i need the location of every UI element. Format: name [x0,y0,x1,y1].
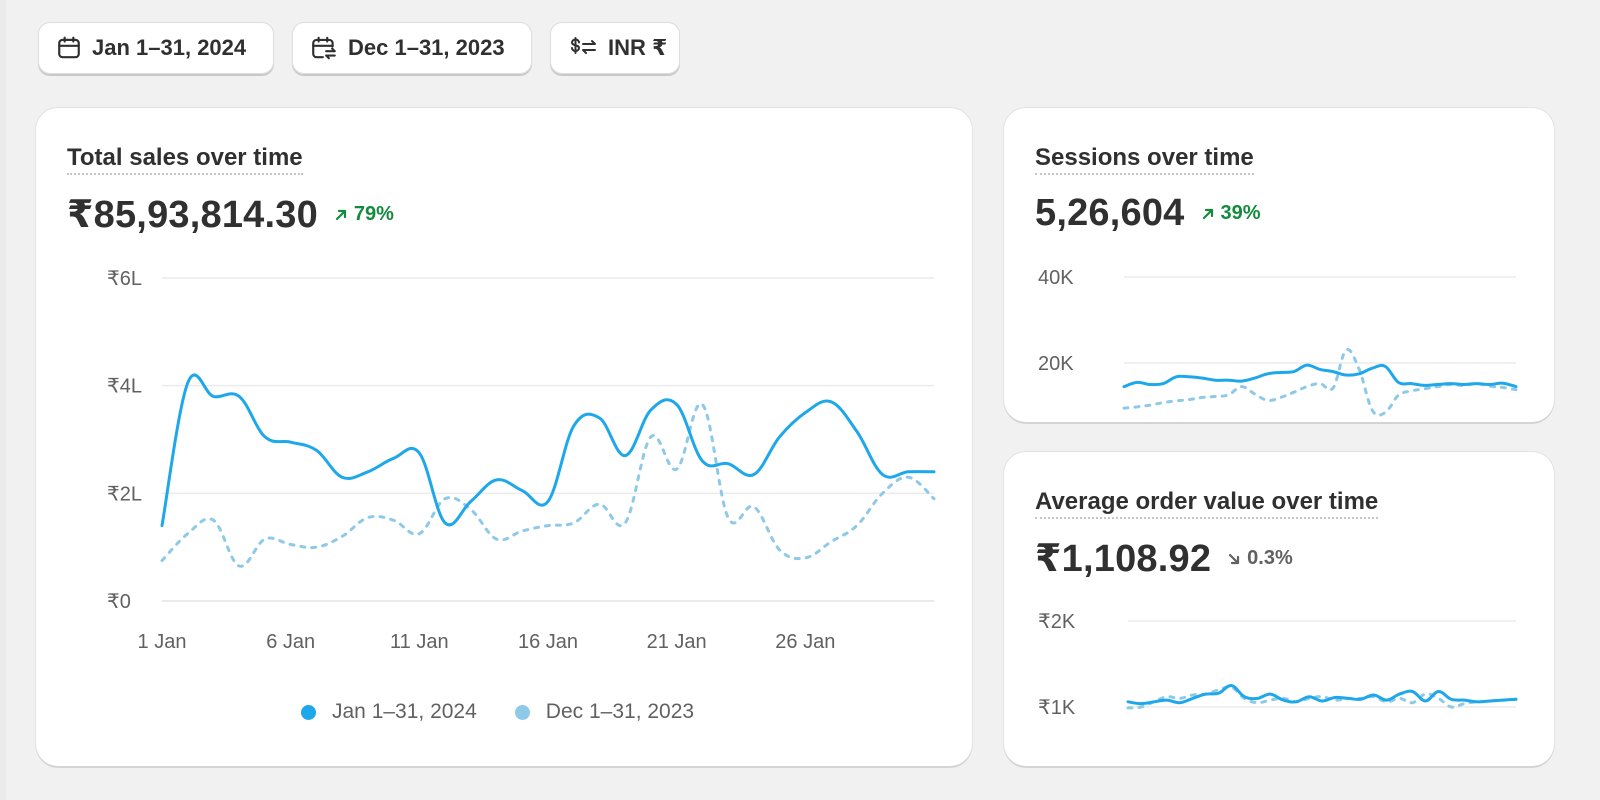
x-tick-label: 21 Jan [647,631,707,653]
series-line-current[interactable] [1122,363,1518,389]
legend-label-current: Jan 1–31, 2024 [332,700,477,723]
y-tick-label: ₹1K [1038,697,1076,719]
calendar-icon [58,36,80,59]
y-tick-label: ₹0 [107,591,131,613]
sessions-card: Sessions over time 5,26,604 39% 20K 40K [1004,108,1554,422]
sessions-change-value: 39% [1220,202,1261,224]
x-tick-label: 16 Jan [518,631,578,653]
series-line-comparison[interactable] [1126,685,1518,710]
x-tick-label: 11 Jan [390,631,449,653]
aov-metric: ₹1,108.92 0.3% [1035,536,1293,581]
series-line-current[interactable] [1126,684,1518,706]
x-tick-label: 1 Jan [138,631,187,653]
sessions-value: 5,26,604 [1035,192,1185,234]
series-line-current[interactable] [160,373,936,528]
aov-title[interactable]: Average order value over time [1035,488,1379,519]
total-sales-metric: ₹85,93,814.30 79% [67,192,394,237]
sessions-chart[interactable]: 20K 40K [1004,108,1554,422]
total-sales-card: Total sales over time ₹85,93,814.30 79% … [36,108,972,766]
series-line-comparison[interactable] [160,402,936,568]
y-tick-label: 40K [1038,267,1074,289]
series-line-comparison[interactable] [1122,348,1518,417]
aov-card: Average order value over time ₹1,108.92 … [1004,452,1554,766]
currency-toggle-button[interactable]: INR ₹ [550,22,680,74]
arrow-up-right-icon [1202,208,1213,219]
compare-period-button[interactable]: Dec 1–31, 2023 [292,22,532,74]
aov-change: 0.3% [1227,547,1293,570]
legend-dot-current [301,704,316,720]
legend-label-comparison: Dec 1–31, 2023 [545,700,695,723]
legend-item-current[interactable]: Jan 1–31, 2024 [301,700,477,724]
page-left-edge [0,0,6,800]
total-sales-chart[interactable]: ₹0 ₹2L ₹4L ₹6L 1 Jan 6 Jan 11 Jan 16 Jan 21 Jan 2… [36,108,972,668]
total-sales-legend: Jan 1–31, 2024 Dec 1–31, 2023 [301,700,732,724]
total-sales-change: 79% [334,203,394,226]
compare-period-label: Dec 1–31, 2023 [348,35,505,60]
aov-chart[interactable]: ₹1K ₹2K [1004,452,1554,766]
y-tick-label: ₹6L [107,268,142,290]
y-tick-label: 20K [1038,353,1074,375]
calendar-compare-icon [312,36,336,60]
total-sales-value: ₹85,93,814.30 [67,194,318,236]
x-tick-label: 6 Jan [266,631,315,653]
total-sales-change-value: 79% [353,203,394,225]
legend-item-comparison[interactable]: Dec 1–31, 2023 [514,700,695,724]
sessions-metric: 5,26,604 39% [1035,192,1261,235]
aov-value: ₹1,108.92 [1035,538,1212,580]
date-range-label: Jan 1–31, 2024 [92,35,247,60]
y-tick-label: ₹2L [107,483,142,505]
total-sales-title[interactable]: Total sales over time [67,144,303,175]
x-tick-label: 26 Jan [775,631,835,653]
arrow-down-right-icon [1229,553,1240,564]
sessions-change: 39% [1201,202,1261,225]
aov-change-value: 0.3% [1247,547,1293,569]
currency-label: INR ₹ [608,35,668,60]
legend-dot-comparison [514,704,530,720]
date-range-picker-button[interactable]: Jan 1–31, 2024 [38,22,274,74]
currency-exchange-icon [571,37,596,54]
arrow-up-right-icon [335,209,347,220]
y-tick-label: ₹4L [107,376,142,398]
sessions-title[interactable]: Sessions over time [1035,144,1254,175]
y-tick-label: ₹2K [1038,611,1076,633]
